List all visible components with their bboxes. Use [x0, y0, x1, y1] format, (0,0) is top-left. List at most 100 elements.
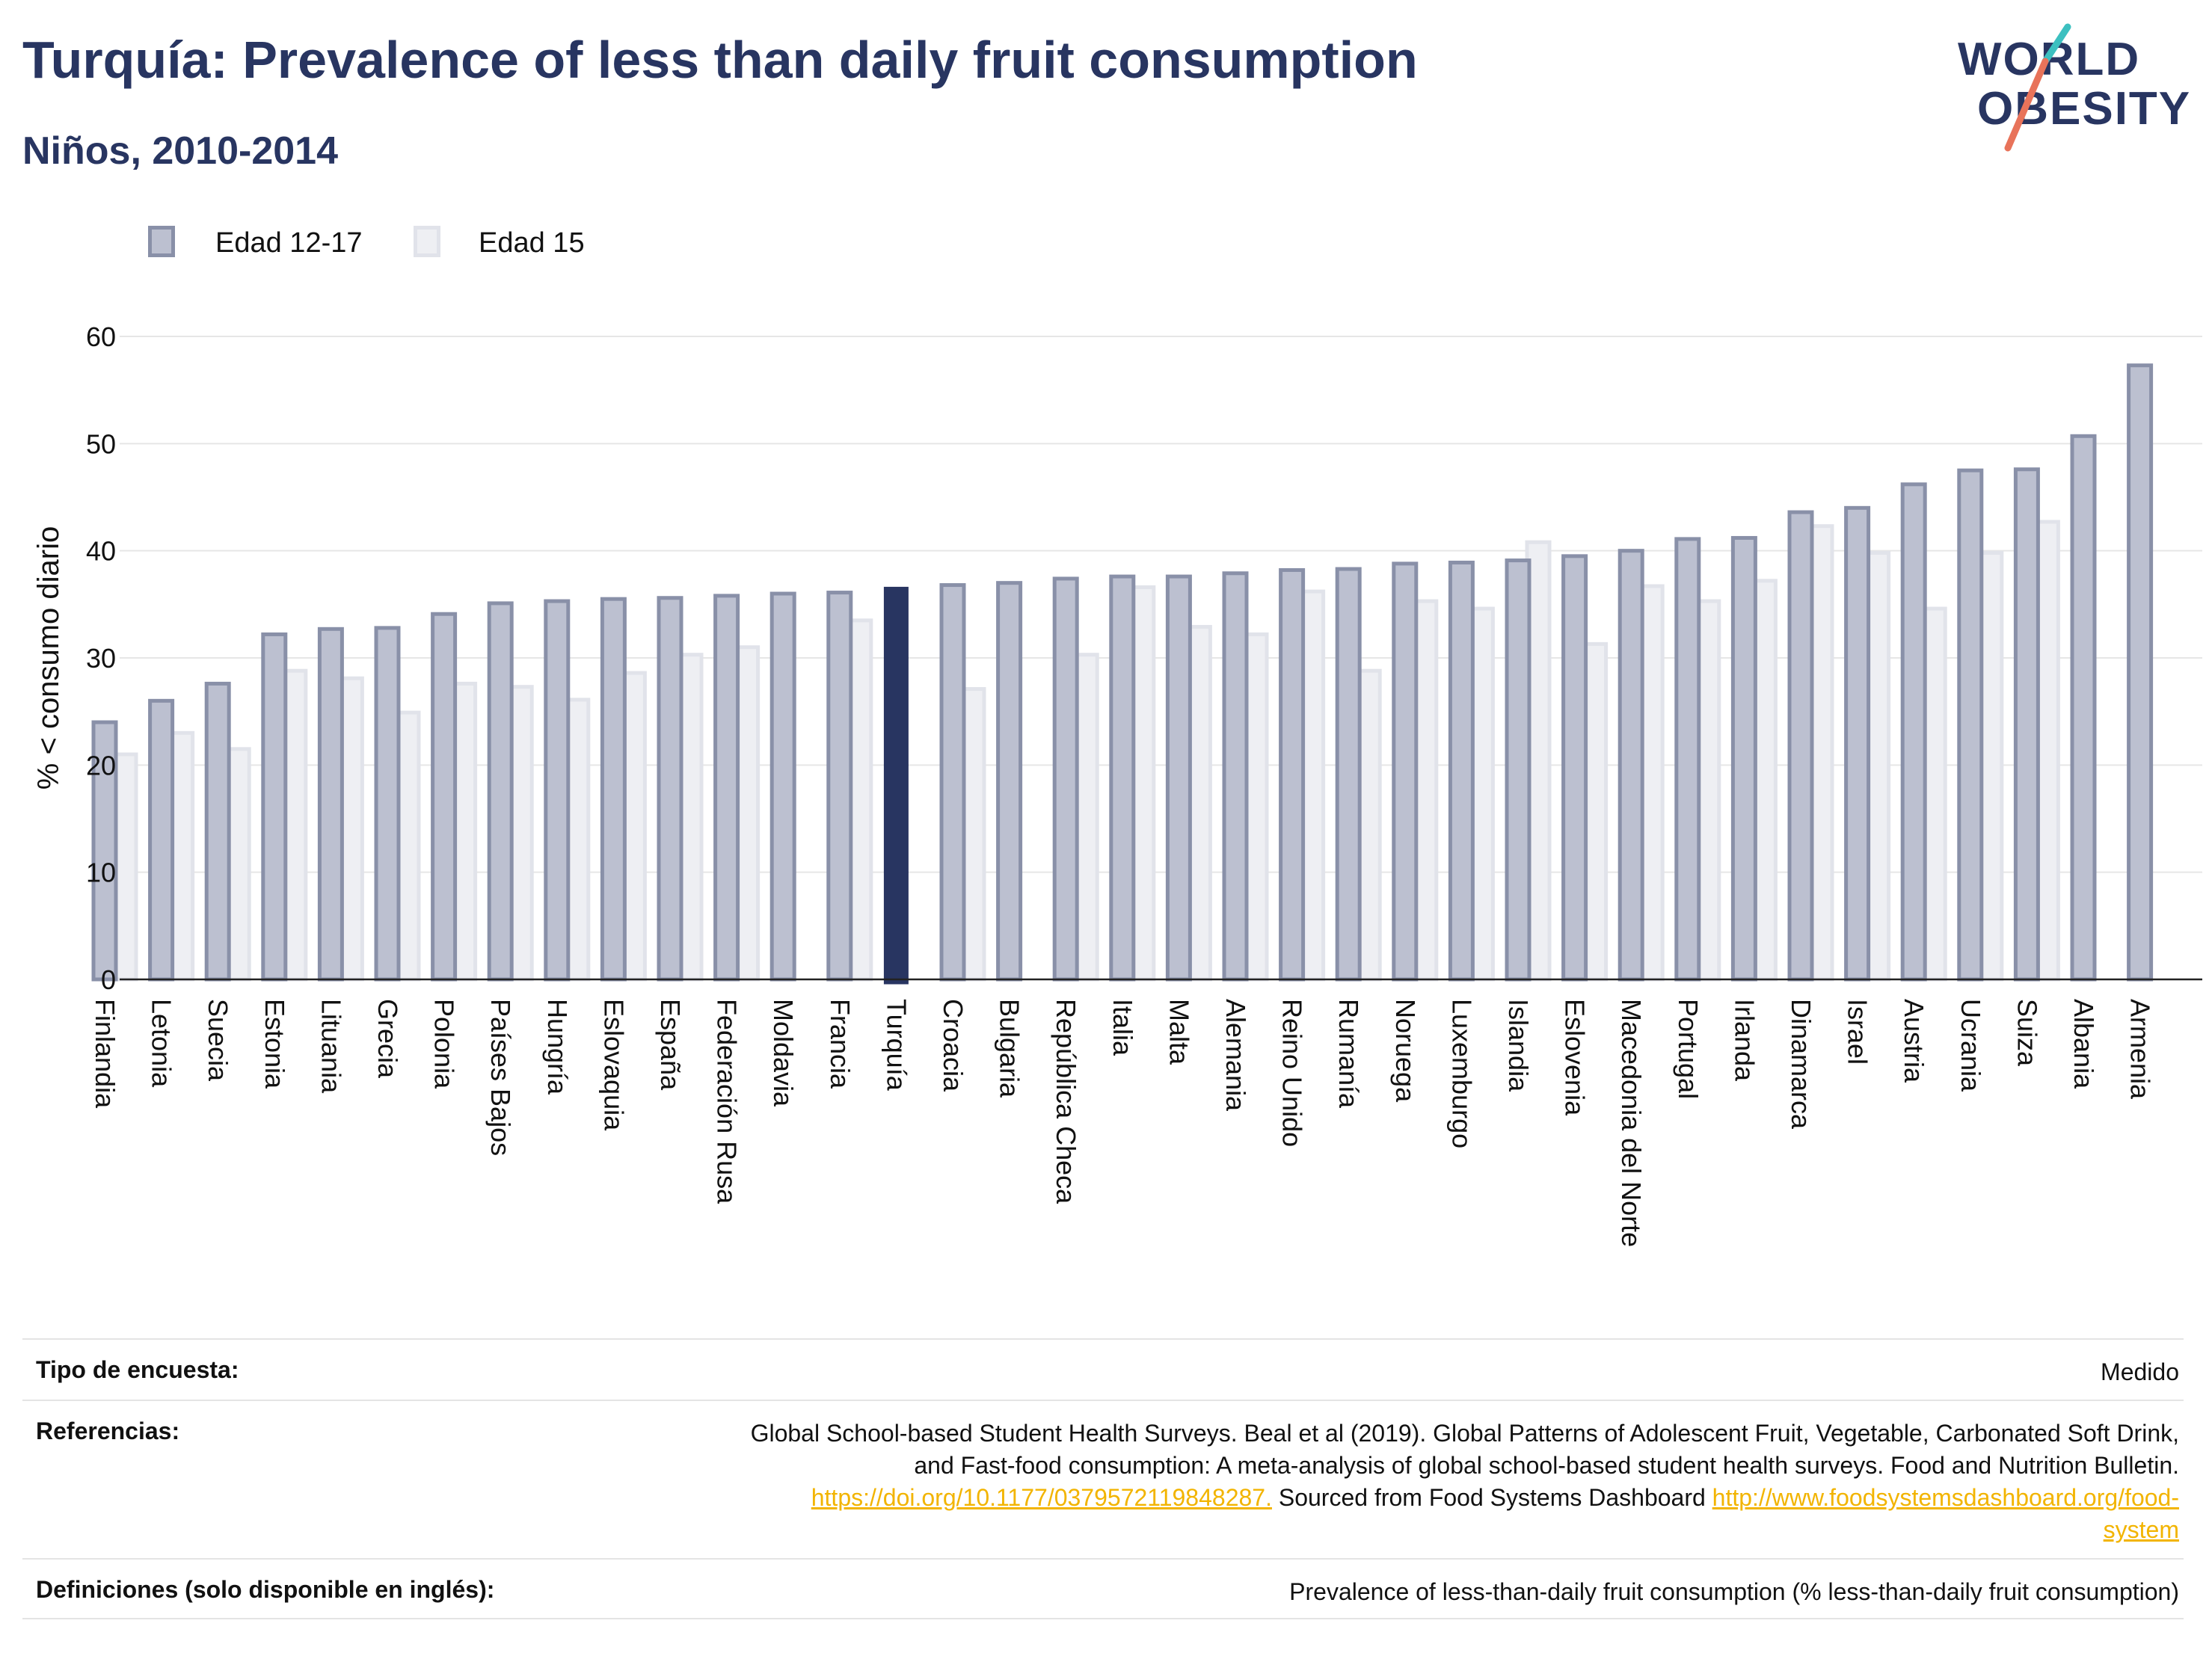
bar-edad-12-17-paises-bajos[interactable]: [487, 601, 514, 982]
x-tick-label-noruega: Noruega: [1390, 999, 1421, 1103]
x-tick-labels: Finlandia Letonia Suecia Estonia Lituania Gre…: [90, 999, 2156, 1247]
bar-edad-12-17-albania[interactable]: [2070, 434, 2097, 982]
info-row-definitions: Definiciones (solo disponible en inglés)…: [22, 1558, 2184, 1619]
bar-highlight-turquia[interactable]: [883, 586, 909, 985]
info-table: Tipo de encuesta: Medido Referencias: Gl…: [22, 1338, 2184, 1619]
bar-chart: 0 10 20 30 40 50 60 Finlandia Letonia Suecia Esto…: [32, 321, 2202, 1247]
x-tick-label-letonia: Letonia: [147, 999, 177, 1088]
x-tick-label-republica-checa: República Checa: [1051, 999, 1081, 1204]
x-tick-label-polonia: Polonia: [429, 999, 460, 1089]
x-tick-label-islandia: Islandia: [1503, 999, 1534, 1092]
x-tick-label-croacia: Croacia: [938, 999, 968, 1092]
x-tick-label-portugal: Portugal: [1673, 999, 1703, 1099]
bar-edad-12-17-alemania[interactable]: [1222, 571, 1249, 982]
info-key-survey-type: Tipo de encuesta:: [36, 1356, 239, 1383]
bar-edad-12-17-estonia[interactable]: [261, 632, 288, 982]
world-obesity-logo: WORLD OBESITY: [1958, 23, 2191, 152]
logo-line2: OBESITY: [1977, 83, 2191, 135]
info-row-survey-type: Tipo de encuesta: Medido: [22, 1338, 2184, 1400]
x-tick-label-italia: Italia: [1107, 999, 1138, 1056]
x-tick-label-turquia: Turquía: [881, 999, 912, 1092]
chart-title: Turquía: Prevalence of less than daily f…: [22, 31, 1418, 89]
bar-edad-12-17-dinamarca[interactable]: [1787, 510, 1814, 982]
bar-edad-12-17-eslovenia[interactable]: [1561, 554, 1588, 982]
x-tick-label-dinamarca: Dinamarca: [1786, 999, 1816, 1130]
x-tick-label-federacion-rusa: Federación Rusa: [712, 999, 743, 1204]
info-key-definitions: Definiciones (solo disponible en inglés)…: [36, 1576, 495, 1603]
info-value-definitions: Prevalence of less-than-daily fruit cons…: [1289, 1578, 2179, 1605]
bar-edad-12-17-federacion-rusa[interactable]: [713, 594, 740, 982]
bar-edad-12-17-israel[interactable]: [1844, 505, 1871, 982]
bar-edad-12-17-republica-checa[interactable]: [1052, 576, 1079, 982]
x-tick-label-macedonia-del-norte: Macedonia del Norte: [1616, 999, 1647, 1247]
bar-edad-12-17-malta[interactable]: [1165, 574, 1192, 982]
bar-edad-12-17-grecia[interactable]: [374, 626, 401, 982]
bar-edad-12-17-moldavia[interactable]: [769, 591, 796, 982]
bar-edad-12-17-eslovaquia[interactable]: [600, 597, 627, 982]
bar-edad-12-17-hungria[interactable]: [544, 599, 571, 982]
bar-edad-12-17-letonia[interactable]: [148, 698, 175, 982]
x-tick-label-suiza: Suiza: [2012, 999, 2042, 1067]
y-tick-label: 30: [86, 643, 116, 674]
legend-label-age-12-17: Edad 12-17: [215, 227, 363, 259]
bar-edad-12-17-bulgaria[interactable]: [996, 581, 1023, 982]
x-tick-label-malta: Malta: [1164, 999, 1194, 1065]
bar-edad-12-17-reino-unido[interactable]: [1279, 567, 1306, 982]
x-tick-label-grecia: Grecia: [372, 999, 403, 1079]
bar-edad-12-17-espana[interactable]: [657, 596, 683, 982]
x-tick-label-eslovaquia: Eslovaquia: [598, 999, 629, 1131]
bar-edad-12-17-lituania[interactable]: [317, 627, 344, 982]
bar-edad-12-17-suecia[interactable]: [204, 681, 231, 982]
bar-edad-12-17-luxemburgo[interactable]: [1448, 560, 1475, 982]
bar-edad-12-17-finlandia[interactable]: [91, 720, 118, 982]
reference-doi-link[interactable]: https://doi.org/10.1177/0379572119848287…: [811, 1484, 1272, 1511]
info-key-references: Referencias:: [36, 1418, 180, 1444]
x-tick-label-espana: España: [655, 999, 686, 1091]
info-row-references: Referencias: Global School-based Student…: [22, 1400, 2184, 1558]
x-tick-label-austria: Austria: [1899, 999, 1929, 1083]
bars: [91, 363, 2154, 985]
logo-slash-teal: [2042, 23, 2071, 65]
bar-edad-12-17-irlanda[interactable]: [1730, 535, 1757, 982]
bar-edad-12-17-portugal[interactable]: [1674, 537, 1701, 982]
x-tick-label-suecia: Suecia: [203, 999, 233, 1082]
bar-edad-12-17-austria[interactable]: [1900, 482, 1927, 982]
reference-dashboard-link[interactable]: http://www.foodsystemsdashboard.org/food…: [1712, 1484, 2179, 1511]
x-tick-label-israel: Israel: [1843, 999, 1873, 1065]
x-tick-label-armenia: Armenia: [2125, 999, 2156, 1100]
y-axis-title: % < consumo diario: [32, 526, 65, 789]
bar-edad-12-17-croacia[interactable]: [939, 583, 966, 982]
bar-edad-12-17-francia[interactable]: [826, 591, 853, 982]
logo-slash-coral: [2004, 58, 2049, 152]
x-tick-label-hungria: Hungría: [542, 999, 573, 1095]
x-tick-label-lituania: Lituania: [316, 999, 346, 1094]
y-tick-labels: 0 10 20 30 40 50 60: [86, 321, 116, 995]
bar-edad-12-17-italia[interactable]: [1109, 574, 1136, 982]
bar-edad-12-17-islandia[interactable]: [1505, 558, 1531, 982]
x-tick-label-alemania: Alemania: [1220, 999, 1251, 1112]
x-tick-label-albania: Albania: [2068, 999, 2099, 1089]
x-tick-label-reino-unido: Reino Unido: [1277, 999, 1308, 1147]
x-tick-label-moldavia: Moldavia: [768, 999, 799, 1107]
legend-swatch-age-12-17: [148, 226, 175, 257]
y-tick-label: 40: [86, 536, 116, 567]
x-tick-label-bulgaria: Bulgaria: [995, 999, 1025, 1098]
bar-edad-12-17-rumania[interactable]: [1335, 567, 1362, 982]
y-tick-label: 60: [86, 321, 116, 352]
y-tick-label: 50: [86, 428, 116, 459]
reference-source-text: Sourced from Food Systems Dashboard: [1271, 1484, 1712, 1511]
bar-edad-12-17-macedonia-del-norte[interactable]: [1617, 549, 1644, 982]
reference-dashboard-link-cont[interactable]: system: [2103, 1516, 2179, 1543]
bar-edad-12-17-noruega[interactable]: [1392, 561, 1419, 982]
x-tick-label-irlanda: Irlanda: [1729, 999, 1760, 1082]
bar-edad-12-17-polonia[interactable]: [431, 612, 458, 982]
x-tick-label-francia: Francia: [825, 999, 855, 1089]
bar-edad-12-17-armenia[interactable]: [2127, 363, 2154, 982]
bar-edad-12-17-suiza[interactable]: [2013, 467, 2040, 982]
y-tick-label: 20: [86, 750, 116, 781]
x-tick-label-paises-bajos: Países Bajos: [485, 999, 516, 1156]
bar-edad-12-17-ucrania[interactable]: [1957, 468, 1984, 982]
y-tick-label: 10: [86, 858, 116, 888]
legend-label-age-15: Edad 15: [479, 227, 585, 259]
reference-text-line2: and Fast-food consumption: A meta-analys…: [914, 1452, 2179, 1479]
